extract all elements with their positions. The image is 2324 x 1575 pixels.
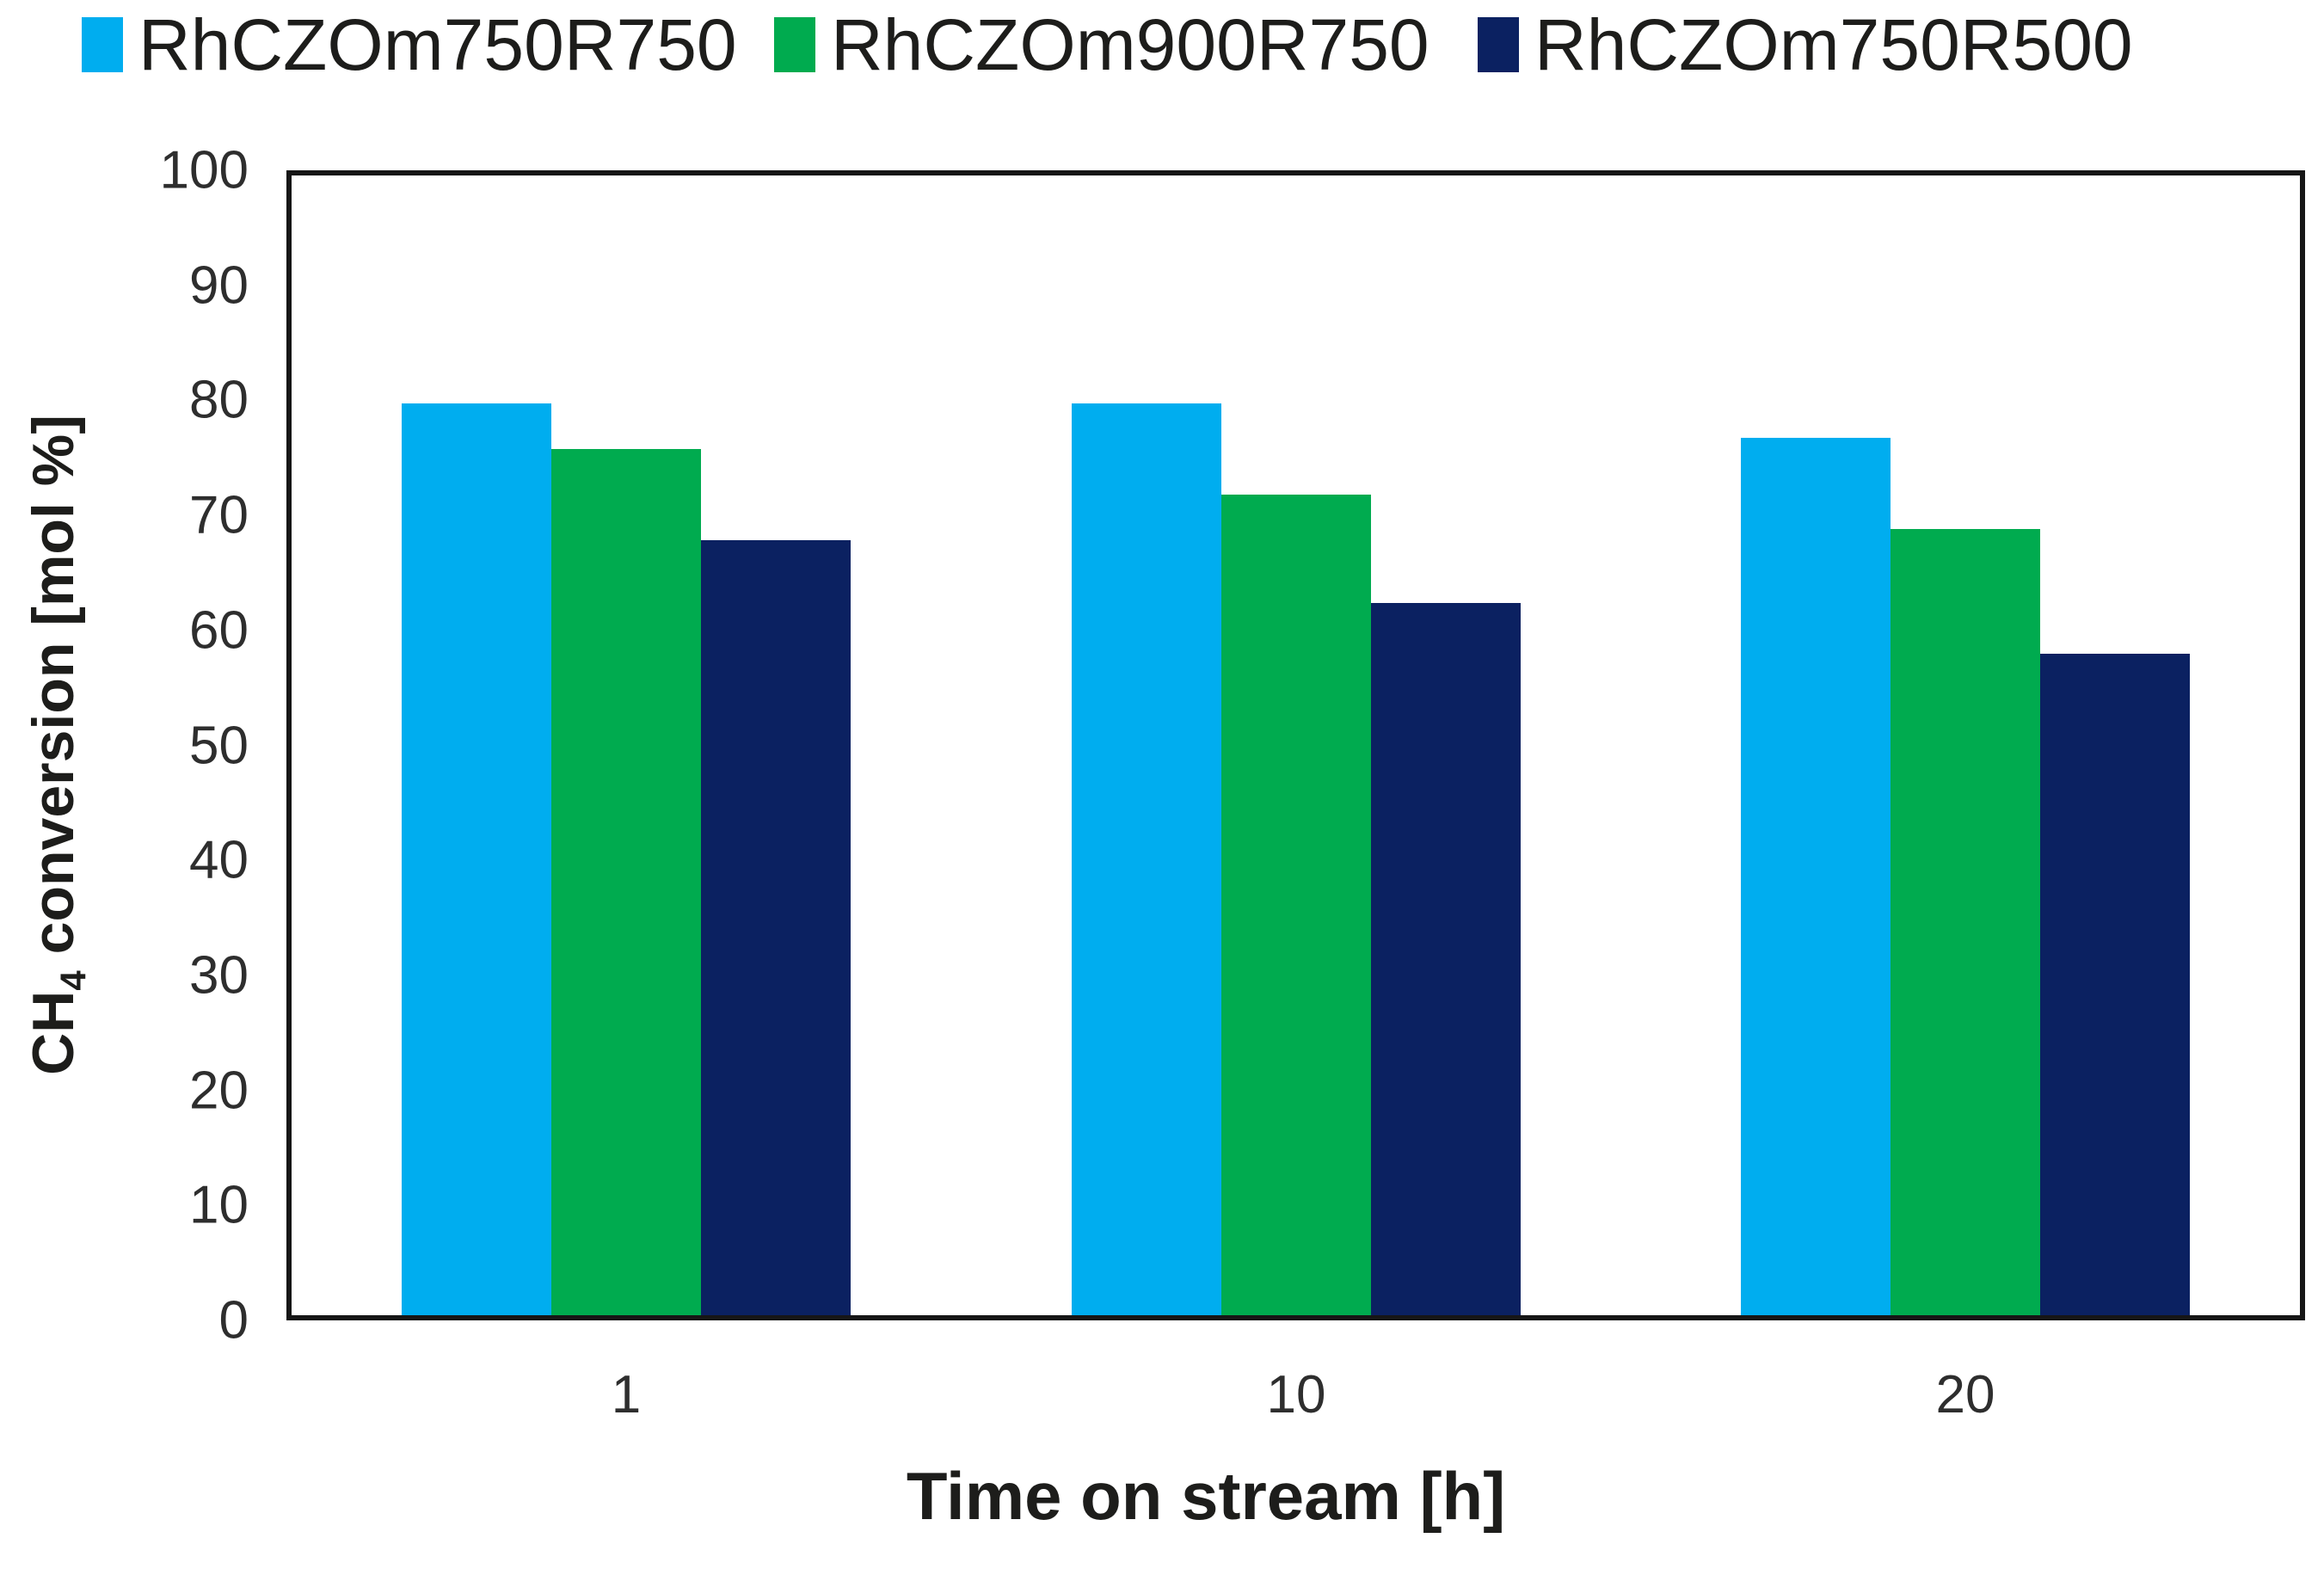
y-tick-label-70: 70 — [189, 485, 249, 545]
legend-item-RhCZOm900R750: RhCZOm900R750 — [774, 0, 1429, 89]
y-tick-label-80: 80 — [189, 370, 249, 430]
bar-RhCZOm750R750-t10 — [1072, 403, 1221, 1315]
x-tick-label-1: 1 — [611, 1365, 642, 1424]
legend-swatch-icon — [1478, 17, 1519, 72]
legend-label: RhCZOm900R750 — [831, 3, 1429, 85]
y-tick-label-90: 90 — [189, 255, 249, 316]
bar-RhCZOm750R500-t20 — [2040, 654, 2190, 1315]
bar-RhCZOm900R750-t10 — [1221, 495, 1371, 1315]
bar-RhCZOm900R750-t1 — [551, 449, 701, 1315]
y-tick-label-50: 50 — [189, 716, 249, 775]
x-tick-label-10: 10 — [1266, 1365, 1326, 1424]
legend-swatch-icon — [82, 17, 123, 72]
bar-RhCZOm750R750-t1 — [402, 403, 551, 1315]
bar-RhCZOm900R750-t20 — [1891, 529, 2040, 1315]
x-axis-title: Time on stream [h] — [906, 1458, 1506, 1534]
bar-RhCZOm750R500-t1 — [701, 540, 851, 1315]
legend-item-RhCZOm750R750: RhCZOm750R750 — [82, 0, 737, 89]
y-tick-label-0: 0 — [218, 1290, 249, 1350]
y-tick-label-100: 100 — [159, 140, 249, 200]
legend-label: RhCZOm750R750 — [138, 3, 737, 85]
bar-RhCZOm750R500-t10 — [1371, 603, 1521, 1315]
legend-label: RhCZOm750R500 — [1534, 3, 2133, 85]
bar-RhCZOm750R750-t20 — [1741, 438, 1891, 1315]
legend-swatch-icon — [774, 17, 815, 72]
y-tick-label-60: 60 — [189, 600, 249, 661]
y-tick-label-40: 40 — [189, 830, 249, 890]
y-tick-label-30: 30 — [189, 945, 249, 1006]
x-tick-label-20: 20 — [1935, 1365, 1995, 1424]
y-tick-label-10: 10 — [189, 1175, 249, 1235]
y-tick-label-20: 20 — [189, 1061, 249, 1121]
legend-item-RhCZOm750R500: RhCZOm750R500 — [1478, 0, 2133, 89]
plot-area — [286, 170, 2305, 1320]
